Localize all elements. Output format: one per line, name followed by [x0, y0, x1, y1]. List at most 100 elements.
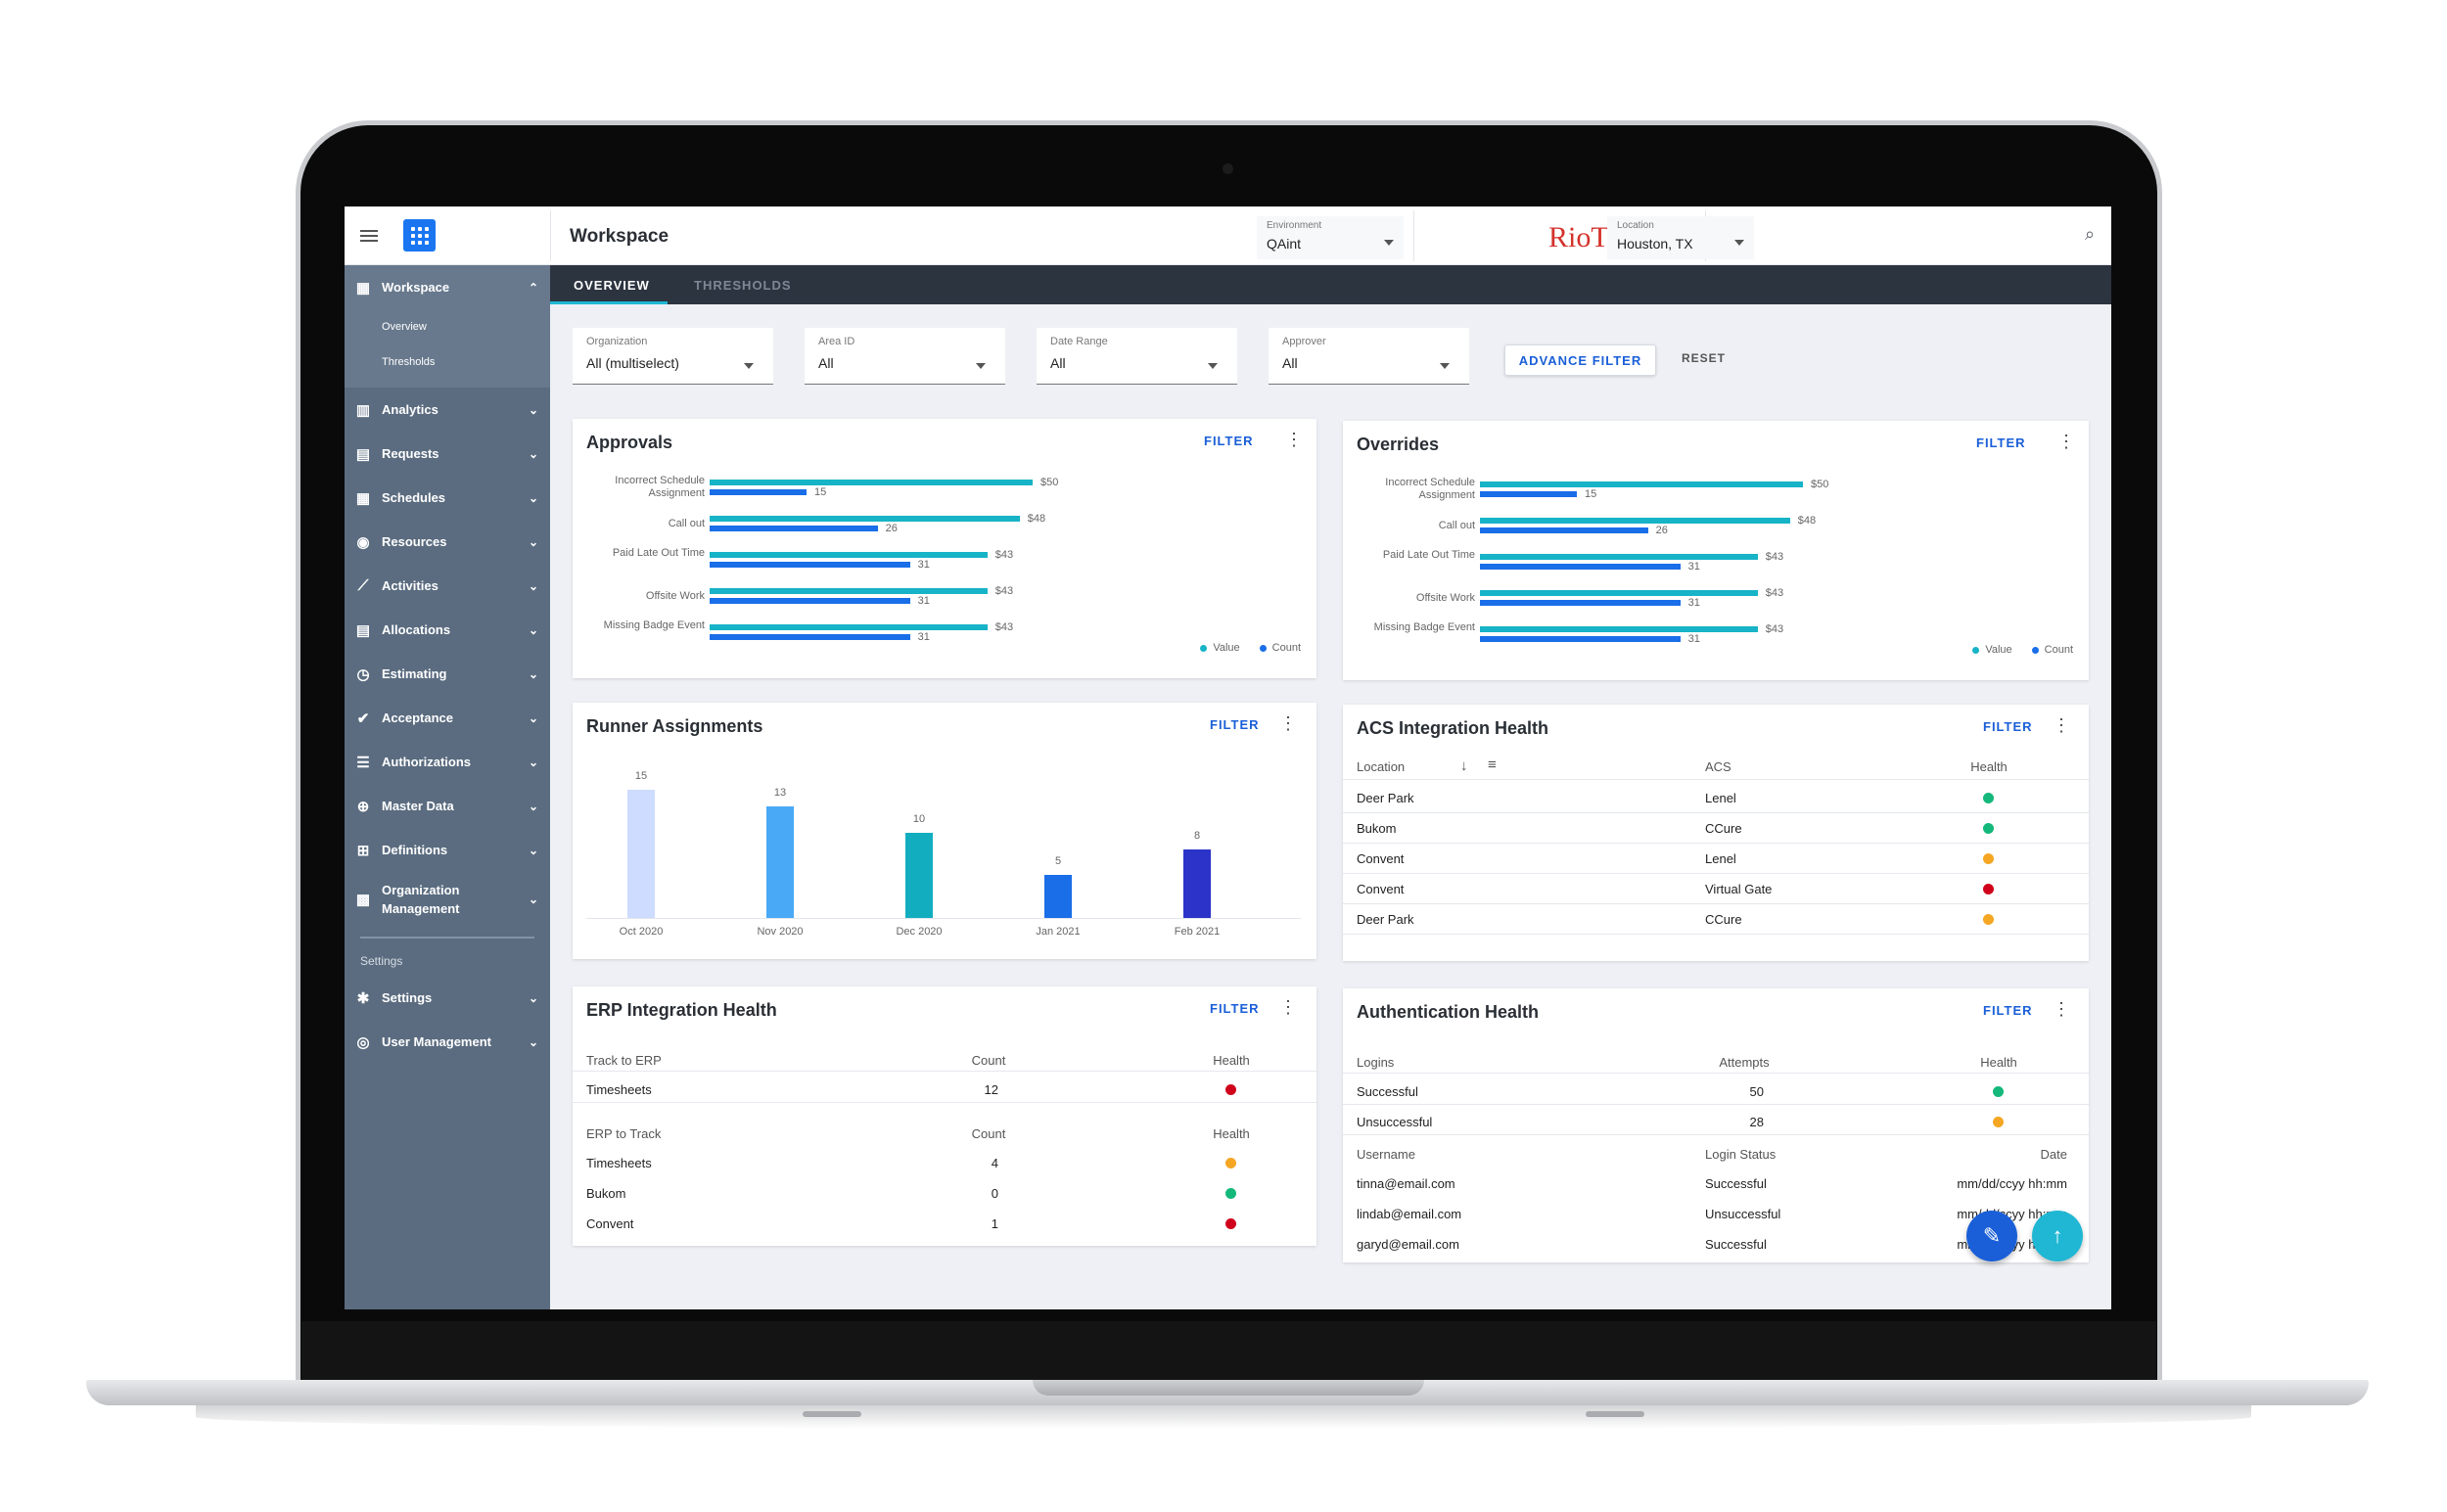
- filter-button[interactable]: FILTER: [1210, 717, 1260, 732]
- health-status-dot: [1993, 1086, 2004, 1097]
- sidebar-item-activities[interactable]: ⟋ Activities ⌄: [345, 564, 550, 608]
- environment-label: Environment: [1267, 220, 1322, 231]
- more-vert-icon[interactable]: ⋮: [2053, 999, 2070, 1019]
- health-status-dot: [1225, 1158, 1236, 1168]
- menu-icon[interactable]: [360, 229, 378, 242]
- filter-value: All (multiselect): [586, 355, 679, 371]
- chevron-down-icon: ⌄: [528, 710, 538, 725]
- filter-button[interactable]: FILTER: [1204, 434, 1254, 448]
- location-select[interactable]: Location Houston, TX: [1607, 216, 1754, 259]
- sidebar-subitem-thresholds[interactable]: Thresholds: [382, 356, 436, 368]
- health-status-dot: [1225, 1084, 1236, 1095]
- sidebar-item-user-management[interactable]: ◎ User Management ⌄: [345, 1020, 550, 1064]
- sort-down-icon[interactable]: ↓: [1460, 757, 1468, 774]
- health-status-dot: [1983, 914, 1994, 925]
- edit-fab-button[interactable]: ✎: [1966, 1211, 2017, 1261]
- sidebar-item-master-data[interactable]: ⊕ Master Data ⌄: [345, 784, 550, 828]
- divider: [550, 210, 551, 261]
- caret-down-icon: [744, 363, 754, 369]
- bar-value: [1480, 590, 1758, 596]
- search-icon[interactable]: ⌕: [2085, 224, 2096, 244]
- more-vert-icon[interactable]: ⋮: [1279, 997, 1297, 1017]
- tab-thresholds[interactable]: THRESHOLDS: [694, 278, 792, 293]
- column-header: Username: [1357, 1147, 1415, 1162]
- laptop-chin: [301, 1321, 2156, 1380]
- table-cell: Deer Park: [1357, 791, 1414, 805]
- sidebar-item-resources[interactable]: ◉ Resources ⌄: [345, 520, 550, 564]
- table-cell: 0: [991, 1186, 998, 1201]
- legend-label: Value: [1213, 642, 1240, 654]
- sidebar-item-estimating[interactable]: ◷ Estimating ⌄: [345, 652, 550, 696]
- table-divider: [1343, 779, 2089, 780]
- table-cell: lindab@email.com: [1357, 1207, 1462, 1221]
- bar-count: [1480, 600, 1681, 606]
- scroll-top-fab-button[interactable]: ↑: [2032, 1211, 2083, 1261]
- chart-icon: ▥: [355, 401, 371, 419]
- bar-value-label: 31: [1687, 597, 1700, 609]
- filter-button[interactable]: FILTER: [1983, 719, 2033, 734]
- legend-item: Value: [1972, 644, 2012, 656]
- sidebar-item-schedules[interactable]: ▦ Schedules ⌄: [345, 476, 550, 520]
- card-title: Authentication Health: [1357, 1002, 1540, 1022]
- arrow-up-icon: ↑: [2052, 1223, 2063, 1248]
- clock-icon: ◷: [356, 665, 370, 683]
- sidebar-item-analytics[interactable]: ▥ Analytics ⌄: [345, 388, 550, 432]
- app-logo-icon[interactable]: [403, 219, 436, 252]
- advance-filter-button[interactable]: ADVANCE FILTER: [1504, 344, 1656, 376]
- sidebar-item-workspace[interactable]: ▦ Workspace ⌃: [345, 265, 550, 309]
- more-vert-icon[interactable]: ⋮: [2053, 715, 2070, 735]
- x-tick-label: Feb 2021: [1174, 926, 1221, 938]
- column-header: Logins: [1357, 1055, 1395, 1070]
- sidebar-item-label: Workspace: [382, 280, 450, 295]
- table-cell: 28: [1749, 1115, 1764, 1129]
- filter-area-id-select[interactable]: Area ID All: [805, 328, 1005, 385]
- bar-value-label: $43: [1765, 587, 1784, 599]
- chevron-down-icon: ⌄: [528, 990, 538, 1005]
- bar-value-label: 15: [814, 486, 827, 498]
- sidebar-item-acceptance[interactable]: ✔ Acceptance ⌄: [345, 696, 550, 740]
- sidebar-item-allocations[interactable]: ▤ Allocations ⌄: [345, 608, 550, 652]
- card-title: Overrides: [1357, 435, 1440, 454]
- more-vert-icon[interactable]: ⋮: [2057, 432, 2075, 451]
- table-cell: Bukom: [1357, 821, 1397, 836]
- table-cell: Bukom: [586, 1186, 626, 1201]
- building-icon: ▩: [355, 892, 371, 908]
- reset-button[interactable]: RESET: [1682, 351, 1727, 365]
- sidebar-item-authorizations[interactable]: ☰ Authorizations ⌄: [345, 740, 550, 784]
- hierarchy-icon: ⊞: [356, 842, 370, 859]
- column-menu-icon[interactable]: ≡: [1488, 756, 1497, 773]
- filter-button[interactable]: FILTER: [1210, 1001, 1260, 1016]
- table-cell: Successful: [1705, 1176, 1767, 1191]
- chart-legend: Value Count: [1972, 644, 2073, 656]
- filter-button[interactable]: FILTER: [1976, 435, 2026, 450]
- filter-approver-select[interactable]: Approver All: [1269, 328, 1469, 385]
- chevron-down-icon: ⌄: [528, 843, 538, 857]
- bar-category-label: Offsite Work: [645, 589, 705, 602]
- sidebar-item-settings[interactable]: ✱ Settings ⌄: [345, 976, 550, 1020]
- more-vert-icon[interactable]: ⋮: [1285, 430, 1303, 449]
- bar-count: [710, 562, 910, 568]
- more-vert-icon[interactable]: ⋮: [1279, 713, 1297, 733]
- sidebar-item-definitions[interactable]: ⊞ Definitions ⌄: [345, 828, 550, 872]
- tab-overview[interactable]: OVERVIEW: [574, 278, 650, 293]
- bar-value: [710, 588, 988, 594]
- bar-count: [1480, 636, 1681, 642]
- sidebar-header: [345, 206, 550, 265]
- legend-label: Value: [1985, 644, 2012, 656]
- table-cell: Virtual Gate: [1705, 882, 1773, 896]
- environment-select[interactable]: Environment QAint: [1257, 216, 1404, 259]
- table-row-divider: [573, 1102, 1316, 1103]
- bar: [905, 832, 933, 918]
- filter-date-range-select[interactable]: Date Range All: [1037, 328, 1237, 385]
- bar-count: [1480, 527, 1648, 533]
- bar-count: [1480, 564, 1681, 570]
- bar-value-label: 26: [1655, 525, 1668, 536]
- chevron-down-icon: ⌄: [528, 799, 538, 813]
- approvals-card: Approvals FILTER ⋮ Incorrect Schedule As…: [573, 419, 1316, 678]
- sidebar-subitem-overview[interactable]: Overview: [382, 321, 427, 333]
- sidebar-item-requests[interactable]: ▤ Requests ⌄: [345, 432, 550, 476]
- filter-button[interactable]: FILTER: [1983, 1003, 2033, 1018]
- sidebar-item-organization-management[interactable]: ▩ Organization Management ⌄: [345, 872, 550, 927]
- filter-organization-select[interactable]: Organization All (multiselect): [573, 328, 773, 385]
- checklist-icon: ☰: [356, 754, 370, 771]
